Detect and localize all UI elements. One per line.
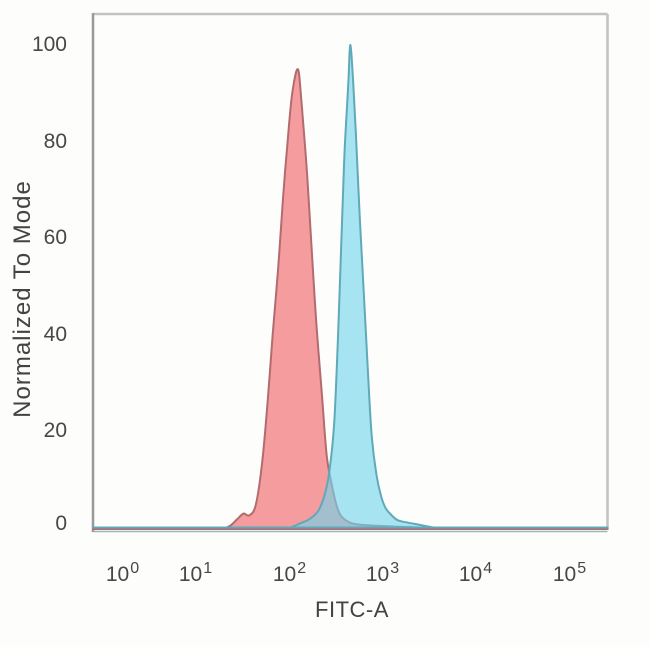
y-tick-label-40: 40 xyxy=(43,323,67,346)
x-tick-label-1e5: 105 xyxy=(547,560,591,587)
x-tick-base: 10 xyxy=(178,563,203,586)
x-tick-base: 10 xyxy=(552,563,577,586)
cyan-peak-curve xyxy=(92,43,609,529)
x-tick-label-1e1: 101 xyxy=(173,560,217,587)
x-tick-label-1e0: 100 xyxy=(100,560,144,587)
x-tick-exponent: 1 xyxy=(203,560,213,577)
x-tick-exponent: 0 xyxy=(130,560,140,577)
x-tick-label-1e3: 103 xyxy=(360,560,404,587)
x-tick-base: 10 xyxy=(458,563,483,586)
x-tick-exponent: 3 xyxy=(390,560,400,577)
x-tick-exponent: 2 xyxy=(297,560,307,577)
x-tick-label-1e2: 102 xyxy=(267,560,311,587)
x-tick-exponent: 4 xyxy=(483,560,493,577)
x-tick-exponent: 5 xyxy=(577,560,587,577)
y-tick-label-80: 80 xyxy=(43,130,67,153)
x-tick-label-1e4: 104 xyxy=(453,560,497,587)
x-tick-base: 10 xyxy=(365,563,390,586)
y-tick-label-60: 60 xyxy=(43,226,67,249)
x-tick-base: 10 xyxy=(272,563,297,586)
y-tick-label-0: 0 xyxy=(55,512,67,535)
x-axis-title: FITC-A xyxy=(315,597,389,622)
y-tick-label-100: 100 xyxy=(31,33,67,56)
y-axis-title: Normalized To Mode xyxy=(9,180,36,418)
x-tick-base: 10 xyxy=(105,563,130,586)
y-tick-label-20: 20 xyxy=(43,419,67,442)
